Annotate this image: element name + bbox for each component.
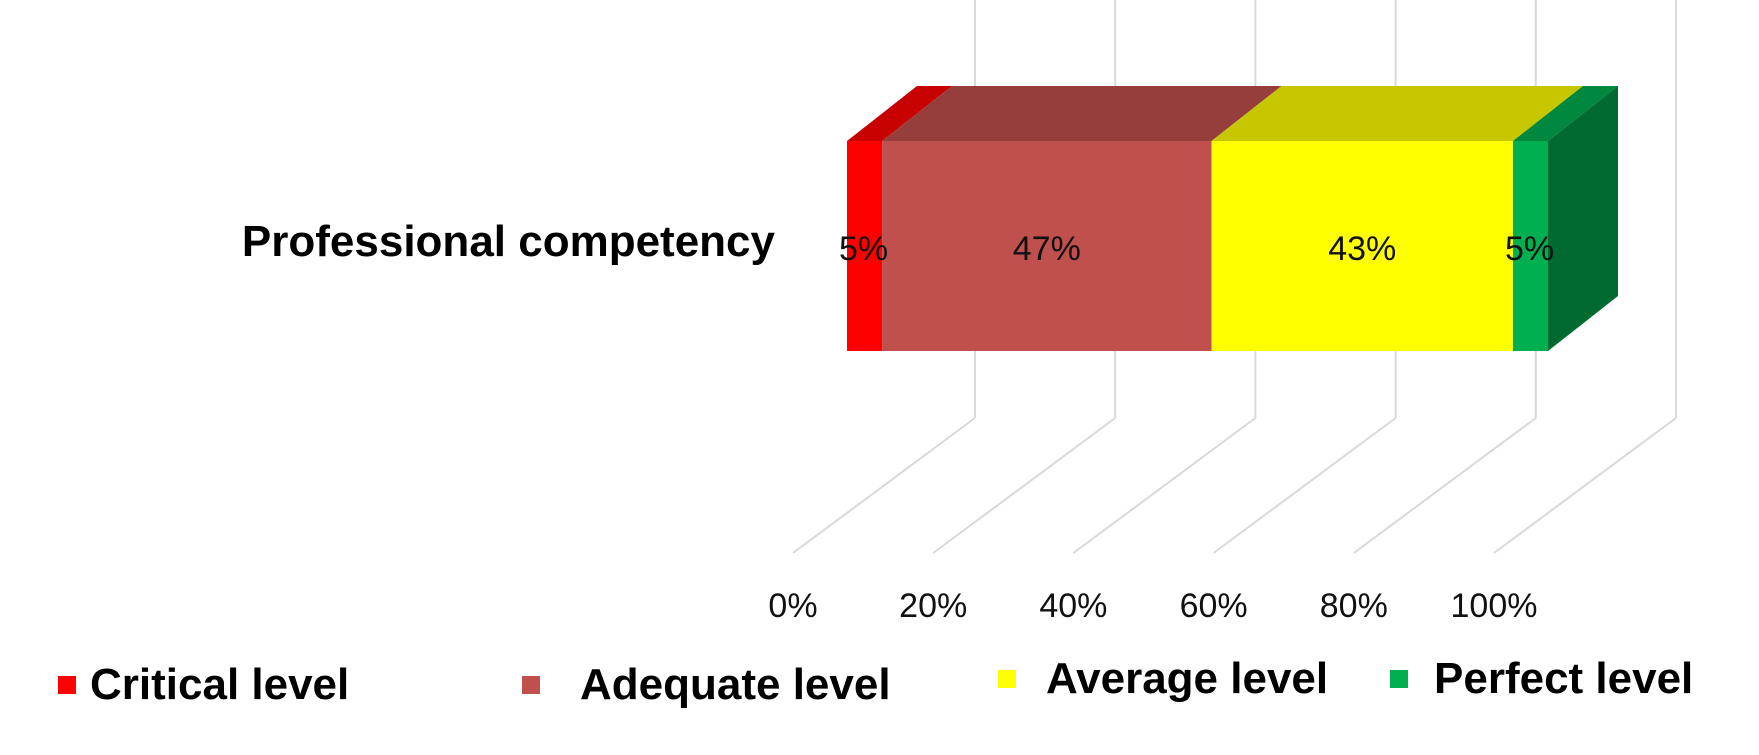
legend-label-perfect: Perfect level: [1434, 654, 1694, 703]
legend-item-average: Average level: [998, 654, 1328, 704]
gridline-floor: [792, 417, 976, 554]
category-label: Professional competency: [242, 217, 776, 266]
gridline-floor: [1353, 417, 1537, 554]
x-tick-label: 60%: [1180, 587, 1248, 625]
legend-label-critical: Critical level: [90, 660, 350, 709]
bar-top-face: [1512, 86, 1618, 141]
legend: Critical level Adequate level Average le…: [0, 654, 1759, 740]
x-tick-label: 0%: [768, 587, 817, 625]
legend-swatch-average: [998, 670, 1016, 688]
data-label: 47%: [1013, 230, 1081, 268]
x-tick-label: 20%: [899, 587, 967, 625]
bar-segment: [1512, 141, 1548, 351]
legend-swatch-perfect: [1390, 670, 1408, 688]
legend-swatch-critical: [58, 676, 76, 694]
legend-item-perfect: Perfect level: [1390, 654, 1693, 704]
legend-item-critical: Critical level: [58, 660, 349, 710]
legend-label-average: Average level: [1046, 654, 1329, 703]
bar-top-face: [847, 86, 953, 141]
gridline-floor: [1493, 417, 1677, 554]
bar-segment: [847, 141, 883, 351]
legend-item-adequate: Adequate level: [522, 660, 891, 710]
legend-label-adequate: Adequate level: [580, 660, 891, 709]
bar-top-face: [1211, 86, 1583, 141]
bar-side-face: [1548, 86, 1618, 351]
x-axis-ticks: 0% 20% 40% 60% 80% 100%: [768, 587, 1537, 625]
gridline-floor: [1072, 417, 1256, 554]
data-label: 5%: [1505, 230, 1554, 268]
gridline-floor: [1213, 417, 1397, 554]
bar-segment: [882, 141, 1212, 351]
bar-top-face: [882, 86, 1282, 141]
data-label: 43%: [1328, 230, 1396, 268]
stacked-bar: [847, 86, 1618, 351]
gridline-floor: [932, 417, 1116, 554]
x-tick-label: 100%: [1451, 587, 1538, 625]
data-labels: 5% 47% 43% 5%: [839, 230, 1554, 268]
legend-swatch-adequate: [522, 676, 540, 694]
data-label: 5%: [839, 230, 888, 268]
x-tick-label: 80%: [1320, 587, 1388, 625]
x-tick-label: 40%: [1039, 587, 1107, 625]
bar-segment: [1211, 141, 1513, 351]
